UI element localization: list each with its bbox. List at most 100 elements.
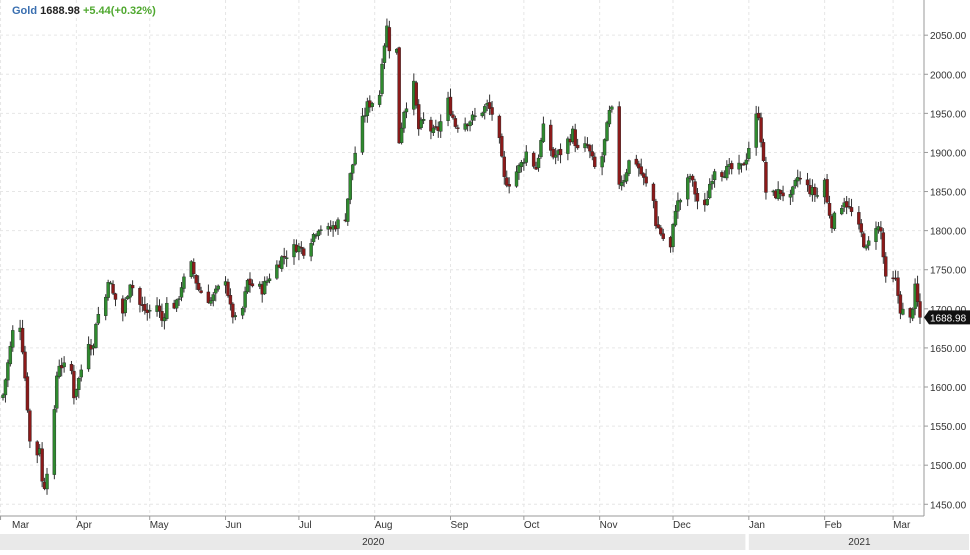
candle-down bbox=[502, 156, 506, 177]
candle-down bbox=[778, 190, 783, 194]
candle-down bbox=[588, 145, 592, 152]
candle-down bbox=[898, 294, 903, 314]
candle-up bbox=[265, 280, 269, 283]
candle-down bbox=[644, 176, 648, 184]
candle-up bbox=[79, 369, 83, 378]
candle-down bbox=[634, 158, 639, 165]
y-tick-label: 2050.00 bbox=[930, 31, 967, 42]
candle-up bbox=[463, 123, 467, 130]
candle-up bbox=[685, 177, 690, 200]
candle-up bbox=[177, 298, 181, 300]
candle-down bbox=[194, 275, 198, 284]
candle-up bbox=[316, 230, 321, 236]
candle-down bbox=[138, 288, 142, 305]
y-tick-label: 1550.00 bbox=[930, 422, 967, 433]
candle-up bbox=[725, 166, 729, 179]
y-tick-label: 1650.00 bbox=[930, 344, 967, 355]
candle-down bbox=[849, 207, 854, 212]
year-band bbox=[748, 534, 969, 550]
candle-down bbox=[813, 187, 817, 195]
y-tick-label: 1700.00 bbox=[930, 305, 967, 316]
candle-up bbox=[297, 245, 301, 253]
candle-down bbox=[896, 277, 900, 296]
candle-up bbox=[600, 156, 604, 168]
candle-down bbox=[250, 283, 255, 287]
candle-up bbox=[370, 103, 374, 107]
candle-down bbox=[756, 112, 761, 119]
candle-up bbox=[243, 291, 247, 308]
candle-down bbox=[417, 104, 421, 130]
candle-up bbox=[710, 181, 714, 185]
candle-down bbox=[143, 304, 147, 311]
candle-down bbox=[490, 107, 494, 115]
x-tick-label: Sep bbox=[450, 520, 468, 531]
candle-down bbox=[585, 144, 590, 146]
candle-up bbox=[705, 198, 709, 206]
candle-up bbox=[55, 375, 59, 409]
candle-down bbox=[859, 223, 864, 233]
candle-up bbox=[275, 264, 279, 279]
x-tick-label: Nov bbox=[600, 520, 618, 531]
candle-up bbox=[712, 171, 717, 181]
candle-down bbox=[781, 192, 785, 197]
candle-up bbox=[380, 63, 384, 94]
candle-down bbox=[111, 284, 115, 294]
candle-up bbox=[517, 165, 521, 173]
candle-up bbox=[319, 229, 323, 231]
candle-up bbox=[840, 208, 844, 215]
candle-down bbox=[918, 301, 922, 318]
candle-down bbox=[805, 179, 810, 186]
candle-up bbox=[363, 115, 367, 117]
candle-up bbox=[123, 299, 127, 314]
candle-down bbox=[915, 283, 920, 302]
candle-up bbox=[86, 343, 91, 370]
candle-down bbox=[827, 203, 832, 216]
candle-up bbox=[62, 362, 66, 368]
candle-up bbox=[541, 123, 546, 142]
candle-up bbox=[605, 122, 609, 141]
candle-down bbox=[884, 256, 888, 277]
x-tick-label: Jan bbox=[749, 520, 765, 531]
candle-down bbox=[226, 281, 230, 296]
candle-up bbox=[94, 323, 98, 348]
candle-up bbox=[627, 160, 631, 174]
candle-down bbox=[730, 163, 734, 170]
candle-down bbox=[497, 115, 502, 139]
candle-down bbox=[40, 448, 44, 482]
candle-up bbox=[106, 282, 110, 298]
candle-up bbox=[399, 127, 404, 143]
candle-down bbox=[881, 232, 886, 258]
x-tick-label: May bbox=[150, 520, 169, 531]
candle-up bbox=[744, 159, 749, 165]
candle-up bbox=[553, 154, 558, 158]
x-tick-label: Jul bbox=[299, 520, 312, 531]
candle-down bbox=[231, 303, 235, 318]
candle-up bbox=[179, 287, 184, 298]
candle-up bbox=[864, 245, 868, 249]
candle-up bbox=[671, 224, 675, 247]
candle-up bbox=[619, 182, 624, 187]
candle-up bbox=[583, 143, 587, 149]
x-tick-label: Apr bbox=[76, 520, 92, 531]
candle-up bbox=[522, 162, 526, 164]
y-tick-label: 1800.00 bbox=[930, 227, 967, 238]
candle-up bbox=[182, 276, 186, 289]
candle-up bbox=[901, 308, 905, 315]
candle-up bbox=[309, 243, 313, 257]
y-tick-label: 1900.00 bbox=[930, 148, 967, 159]
candle-up bbox=[402, 111, 406, 129]
candle-up bbox=[209, 300, 213, 304]
candle-down bbox=[825, 179, 829, 203]
candle-down bbox=[693, 181, 697, 195]
candle-up bbox=[539, 140, 543, 158]
candle-up bbox=[377, 94, 382, 105]
candle-down bbox=[761, 142, 766, 161]
candle-up bbox=[519, 162, 524, 167]
candle-down bbox=[505, 177, 509, 186]
candle-up bbox=[96, 314, 101, 324]
candle-up bbox=[240, 308, 245, 316]
candle-up bbox=[104, 296, 108, 316]
candle-up bbox=[708, 183, 712, 199]
